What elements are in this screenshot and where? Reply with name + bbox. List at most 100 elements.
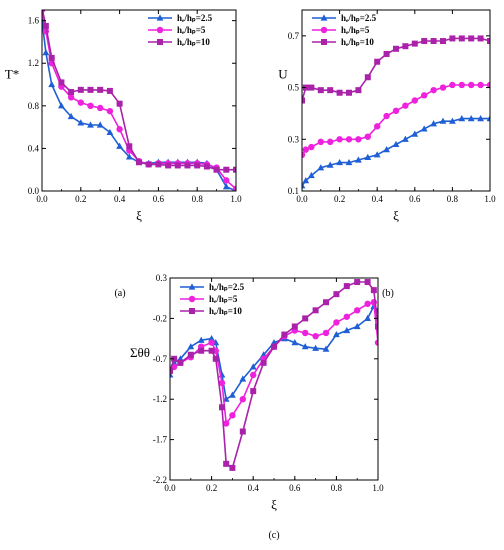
data-point-1-8 <box>106 107 114 115</box>
data-point-2-11 <box>250 388 257 395</box>
data-point-0-19 <box>467 115 475 122</box>
data-point-1-20 <box>223 177 230 184</box>
data-point-0-6 <box>345 158 353 166</box>
data-point-1-12 <box>402 102 409 109</box>
data-point-1-11 <box>392 107 400 115</box>
x-axis-label: ξ <box>271 497 277 512</box>
data-point-1-24 <box>374 339 378 346</box>
data-point-0-5 <box>208 335 215 342</box>
data-point-2-17 <box>449 35 456 42</box>
series-markers-1 <box>302 81 490 158</box>
legend-label-2: hₑ/hₚ=10 <box>177 37 210 47</box>
data-point-2-3 <box>317 87 324 94</box>
x-tick-label: 0.6 <box>409 194 421 204</box>
data-point-1-5 <box>208 339 215 346</box>
data-point-0-17 <box>449 117 456 124</box>
data-point-1-20 <box>477 81 484 89</box>
data-point-0-8 <box>106 128 114 136</box>
data-point-2-21 <box>233 166 236 173</box>
data-point-1-17 <box>312 332 319 340</box>
data-point-0-21 <box>353 322 361 330</box>
data-point-2-9 <box>374 58 381 65</box>
data-point-0-24 <box>374 306 378 313</box>
data-point-0-7 <box>355 156 362 163</box>
data-point-2-1 <box>171 355 178 362</box>
data-point-2-7 <box>219 404 225 411</box>
series-markers-0 <box>302 115 490 189</box>
data-point-2-5 <box>336 89 343 96</box>
data-point-2-5 <box>208 347 215 354</box>
data-point-2-12 <box>145 161 152 168</box>
data-point-1-9 <box>374 123 381 130</box>
data-point-2-2 <box>48 54 55 61</box>
data-point-0-4 <box>197 336 205 343</box>
data-point-0-18 <box>458 115 466 122</box>
data-point-0-18 <box>322 345 330 352</box>
data-point-2-15 <box>174 162 181 169</box>
panel-caption: (a) <box>114 288 125 299</box>
legend-marker-2 <box>157 39 163 45</box>
x-axis-label: ξ <box>393 208 399 223</box>
series-line-1 <box>302 84 490 156</box>
data-point-0-15 <box>430 120 437 127</box>
y-tick-label: 0.1 <box>288 186 299 196</box>
series-line-1 <box>42 10 236 190</box>
x-tick-label: 0.8 <box>192 194 204 204</box>
x-tick-label: 0.2 <box>334 194 345 204</box>
data-point-1-16 <box>302 329 309 337</box>
data-point-1-21 <box>232 185 236 191</box>
data-point-2-19 <box>213 166 220 173</box>
chart-panel-0: 0.0 0.2 0.4 0.6 0.8 1.0 0.0 0.4 0.8 1.2 1.6 ξ T* hₑ/h… <box>5 9 242 299</box>
legend-marker-1 <box>156 26 164 34</box>
data-point-2-14 <box>165 162 172 169</box>
data-point-2-9 <box>229 464 236 471</box>
data-point-0-11 <box>392 140 400 148</box>
y-axis-label: U <box>278 67 288 82</box>
series-line-1 <box>170 301 378 425</box>
x-tick-label: 0.6 <box>153 194 165 204</box>
data-point-1-19 <box>468 81 475 89</box>
data-point-1-9 <box>116 126 123 133</box>
data-point-0-22 <box>364 314 371 321</box>
x-tick-label: 0.2 <box>206 483 217 493</box>
data-point-0-4 <box>67 112 75 120</box>
data-point-1-18 <box>458 81 465 89</box>
data-point-1-4 <box>327 138 334 146</box>
data-point-2-13 <box>411 40 418 47</box>
data-point-0-10 <box>125 153 133 160</box>
data-point-0-16 <box>439 117 447 124</box>
data-point-0-8 <box>364 153 372 160</box>
legend-label-0: hₑ/hₚ=2.5 <box>341 13 377 23</box>
x-tick-label: 0.6 <box>289 483 301 493</box>
data-point-0-9 <box>373 151 381 158</box>
data-point-1-20 <box>343 313 350 320</box>
data-point-2-18 <box>458 35 465 42</box>
data-point-2-13 <box>271 343 277 350</box>
data-point-1-14 <box>421 92 428 99</box>
y-tick-label: 0.3 <box>156 273 168 283</box>
data-point-2-20 <box>343 283 350 290</box>
data-point-2-8 <box>106 87 113 94</box>
y-tick-label: -0.7 <box>153 354 168 364</box>
data-point-2-10 <box>239 428 246 435</box>
data-point-2-2 <box>177 359 184 366</box>
series-line-2 <box>302 37 490 101</box>
data-point-0-3 <box>187 343 195 350</box>
data-point-0-20 <box>222 183 230 190</box>
x-tick-label: 0.4 <box>248 483 260 493</box>
legend-marker-2 <box>189 308 195 314</box>
x-tick-label: 0.0 <box>36 194 48 204</box>
data-point-2-3 <box>187 351 194 358</box>
legend-marker-0 <box>156 14 164 21</box>
data-point-1-2 <box>308 143 315 151</box>
data-point-2-23 <box>370 287 377 294</box>
data-point-1-18 <box>322 329 330 337</box>
data-point-2-10 <box>383 50 390 57</box>
data-point-0-6 <box>87 121 94 128</box>
data-point-2-4 <box>198 347 205 354</box>
data-point-2-15 <box>291 323 298 330</box>
legend-marker-2 <box>321 39 327 45</box>
x-tick-label: 0.2 <box>75 194 86 204</box>
data-point-2-16 <box>184 162 191 169</box>
